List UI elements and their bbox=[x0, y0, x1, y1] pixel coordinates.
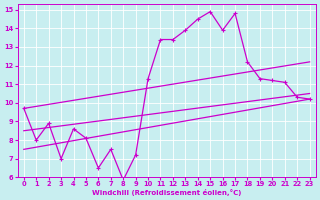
X-axis label: Windchill (Refroidissement éolien,°C): Windchill (Refroidissement éolien,°C) bbox=[92, 189, 241, 196]
